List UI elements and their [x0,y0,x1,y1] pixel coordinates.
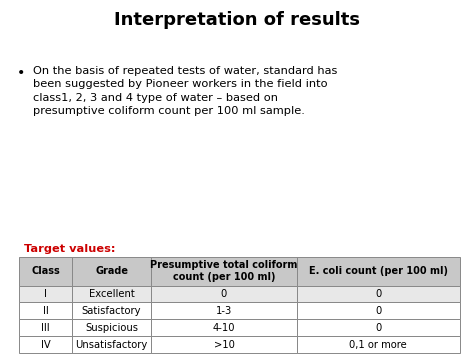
Text: •: • [17,66,25,79]
Text: Interpretation of results: Interpretation of results [114,11,360,29]
Text: Satisfactory: Satisfactory [82,306,141,316]
Text: Unsatisfactory: Unsatisfactory [75,340,148,350]
Text: Excellent: Excellent [89,289,135,299]
Text: 0,1 or more: 0,1 or more [349,340,407,350]
Text: >10: >10 [213,340,234,350]
Text: E. coli count (per 100 ml): E. coli count (per 100 ml) [309,266,448,276]
Text: 1-3: 1-3 [216,306,232,316]
Text: I: I [44,289,47,299]
Text: 0: 0 [375,289,382,299]
Text: II: II [43,306,48,316]
Text: III: III [41,323,50,333]
Text: Presumptive total coliform
count (per 100 ml): Presumptive total coliform count (per 10… [150,260,298,282]
Text: On the basis of repeated tests of water, standard has
been suggested by Pioneer : On the basis of repeated tests of water,… [33,66,337,116]
Text: 0: 0 [375,323,382,333]
Text: 4-10: 4-10 [213,323,235,333]
Text: 0: 0 [221,289,227,299]
Text: Grade: Grade [95,266,128,276]
Text: IV: IV [41,340,50,350]
Text: Suspicious: Suspicious [85,323,138,333]
Text: Target values:: Target values: [24,244,115,254]
Text: Class: Class [31,266,60,276]
Text: 0: 0 [375,306,382,316]
